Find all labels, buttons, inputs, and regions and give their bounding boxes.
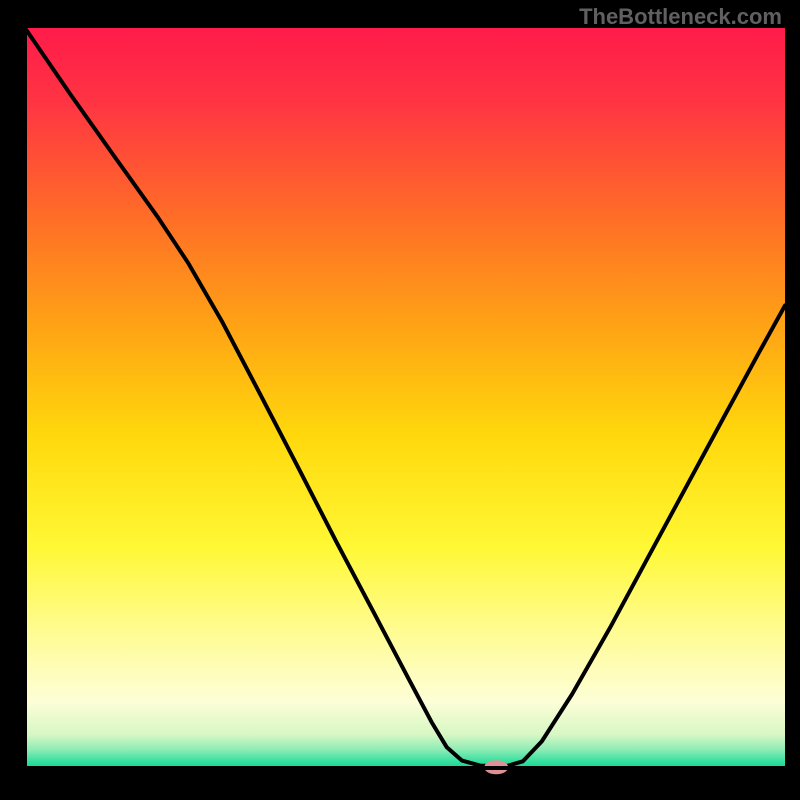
plot-background: [25, 28, 785, 768]
chart-container: TheBottleneck.com: [0, 0, 800, 800]
watermark-text: TheBottleneck.com: [579, 4, 782, 30]
bottleneck-chart: [0, 0, 800, 800]
